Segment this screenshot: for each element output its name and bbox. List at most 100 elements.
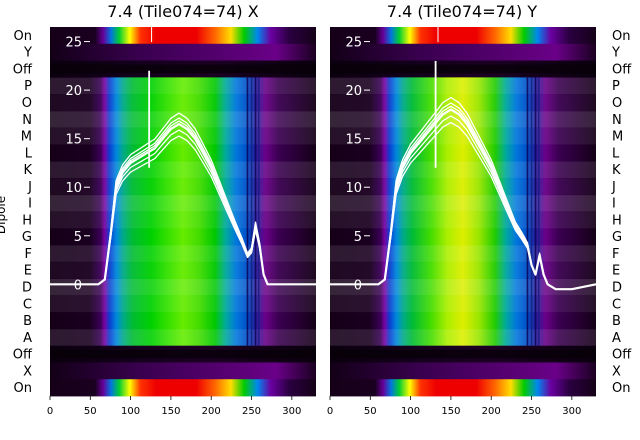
x-tick-label: 100	[401, 406, 420, 417]
heatmap-row	[330, 94, 596, 112]
overlay-y-tick-label: 20	[65, 84, 82, 99]
heatmap-row	[330, 161, 596, 179]
heatmap-row	[50, 295, 316, 313]
off-band	[50, 64, 316, 74]
row-label: D	[22, 280, 32, 295]
streak	[530, 77, 533, 346]
heatmap-row	[50, 379, 316, 397]
x-tick-label: 300	[562, 406, 581, 417]
heatmap-row	[330, 278, 596, 296]
streak	[526, 77, 529, 346]
row-label: N	[612, 113, 622, 128]
heatmap-row	[50, 110, 316, 129]
panel-y-title: 7.4 (Tile074=74) Y	[387, 2, 537, 21]
row-label: C	[23, 297, 32, 312]
overlay-y-tick-label: 0	[74, 278, 82, 293]
row-label: N	[22, 113, 32, 128]
heatmap-row	[50, 94, 316, 112]
row-label: O	[612, 96, 622, 111]
heatmap-row	[330, 27, 596, 45]
row-label: On	[14, 29, 32, 44]
overlay-y-tick-label: 25	[65, 36, 82, 51]
overlay-y-tick-label: 20	[345, 84, 362, 99]
row-label: C	[612, 297, 621, 312]
panel-x: 7.4 (Tile074=74) X Dipole OnYOffPONMLKJI…	[0, 2, 316, 417]
row-label: X	[23, 364, 32, 379]
heatmap-row	[330, 295, 596, 313]
row-label: O	[22, 96, 32, 111]
row-label: H	[612, 213, 622, 228]
x-tick-label: 250	[242, 406, 261, 417]
row-label: G	[612, 230, 622, 245]
row-label: F	[25, 247, 32, 262]
heatmap-row	[50, 328, 316, 347]
streak	[254, 77, 257, 346]
row-label: K	[612, 163, 621, 178]
row-label: P	[612, 79, 620, 94]
x-tick-label: 200	[202, 406, 221, 417]
heatmap-row	[50, 261, 316, 279]
x-tick-label: 150	[441, 406, 460, 417]
row-label: G	[22, 230, 32, 245]
heatmap-row	[50, 194, 316, 212]
heatmap-row	[50, 211, 316, 229]
x-tick-label: 100	[121, 406, 140, 417]
overlay-y-tick-label: 5	[74, 230, 82, 245]
overlay-y-tick-label: 15	[65, 133, 82, 148]
heatmap-row	[50, 228, 316, 246]
row-label: Y	[23, 46, 32, 61]
overlay-y-tick-label: 5	[354, 230, 362, 245]
overlay-y-tick-label: 25	[345, 36, 362, 51]
x-tick-label: 150	[161, 406, 180, 417]
row-label: Off	[13, 62, 33, 77]
x-tick-label: 300	[282, 406, 301, 417]
overlay-y-tick-label: 10	[65, 181, 82, 196]
row-label: On	[612, 29, 630, 44]
streak	[250, 77, 253, 346]
heatmap-row	[50, 127, 316, 145]
row-label: Off	[612, 62, 632, 77]
overlay-y-tick-label: 15	[345, 133, 362, 148]
heatmap-row	[330, 127, 596, 145]
row-label: Off	[612, 348, 632, 363]
heatmap-row	[50, 312, 316, 330]
off-band	[330, 64, 596, 74]
row-label: On	[612, 381, 630, 396]
heatmap-row	[330, 194, 596, 212]
panel-x-title: 7.4 (Tile074=74) X	[107, 2, 258, 21]
row-label: M	[21, 130, 32, 145]
heatmap-row	[330, 261, 596, 279]
x-tick-label: 50	[364, 406, 377, 417]
heatmap-row	[330, 328, 596, 347]
y-axis-label: Dipole	[0, 196, 8, 234]
heatmap-row	[330, 379, 596, 397]
row-label: P	[24, 79, 32, 94]
row-label: On	[14, 381, 32, 396]
row-label: F	[612, 247, 619, 262]
overlay-line	[330, 105, 597, 290]
row-label: Y	[611, 46, 620, 61]
row-label: E	[612, 264, 620, 279]
heatmap-row	[330, 228, 596, 246]
row-label: J	[611, 180, 616, 195]
heatmap-row	[50, 27, 316, 45]
overlay-y-tick-label: 0	[354, 278, 362, 293]
row-label: I	[28, 197, 32, 212]
heatmap-row	[50, 43, 316, 61]
row-label: L	[25, 146, 33, 161]
x-tick-label: 50	[84, 406, 97, 417]
heatmap-row	[330, 245, 596, 263]
row-label: I	[612, 197, 616, 212]
row-label: A	[612, 331, 621, 346]
row-label: E	[24, 264, 32, 279]
heatmap-row	[330, 362, 596, 380]
x-tick-label: 0	[327, 406, 333, 417]
heatmap-row	[330, 211, 596, 229]
off-band	[330, 349, 596, 359]
x-tick-label: 250	[522, 406, 541, 417]
row-label: K	[23, 163, 32, 178]
row-label: D	[612, 280, 622, 295]
heatmap-row	[330, 144, 596, 162]
heatmap-row	[330, 177, 596, 196]
